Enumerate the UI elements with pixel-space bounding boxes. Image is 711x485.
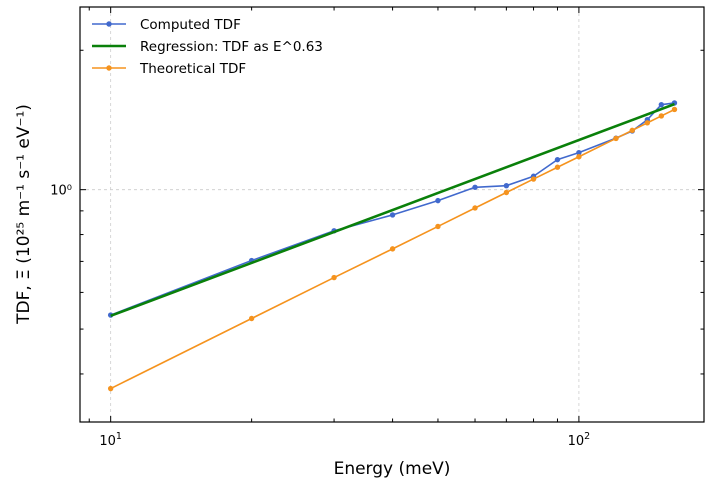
y-tick-label: 10⁰ xyxy=(50,184,72,199)
data-point xyxy=(576,154,582,160)
data-point xyxy=(576,149,582,156)
data-point xyxy=(248,315,255,322)
data-point xyxy=(472,205,478,211)
data-point xyxy=(503,189,510,196)
legend: Computed TDF Regression: TDF as E^0.63 The… xyxy=(92,17,323,77)
data-point xyxy=(389,212,396,218)
legend-label: Computed TDF xyxy=(140,17,241,33)
x-axis-label: Energy (meV) xyxy=(334,459,451,479)
data-point xyxy=(554,164,561,170)
x-tick-label: 102 xyxy=(568,431,591,449)
data-point xyxy=(503,182,510,189)
legend-label: Regression: TDF as E^0.63 xyxy=(140,39,323,55)
data-point xyxy=(530,176,537,182)
data-point xyxy=(658,101,665,108)
data-point xyxy=(613,135,619,142)
data-point xyxy=(629,127,635,134)
grid xyxy=(80,7,704,422)
data-point xyxy=(644,120,651,126)
data-point xyxy=(331,274,337,281)
data-point xyxy=(107,385,114,392)
plot-frame xyxy=(79,6,705,423)
legend-item: Theoretical TDF xyxy=(92,61,246,77)
series-3 xyxy=(107,106,678,392)
x-tick-label: 101 xyxy=(99,431,122,449)
legend-marker xyxy=(106,21,112,27)
data-point xyxy=(671,106,678,113)
y-axis-label: TDF, Ξ (10²⁵ m⁻¹ s⁻¹ eV⁻¹) xyxy=(14,104,34,325)
legend-item: Regression: TDF as E^0.63 xyxy=(92,39,323,55)
series-layer xyxy=(107,100,678,392)
data-point xyxy=(435,223,441,230)
legend-label: Theoretical TDF xyxy=(139,61,246,77)
data-point xyxy=(389,246,396,252)
ticks: 101 102 10⁰ xyxy=(50,7,704,449)
legend-item: Computed TDF xyxy=(92,17,241,33)
data-point xyxy=(435,197,441,204)
series-2 xyxy=(110,102,675,318)
data-point xyxy=(658,113,665,119)
series-line xyxy=(110,102,675,318)
legend-marker xyxy=(106,65,112,71)
data-point xyxy=(554,156,561,163)
data-point xyxy=(472,184,478,190)
